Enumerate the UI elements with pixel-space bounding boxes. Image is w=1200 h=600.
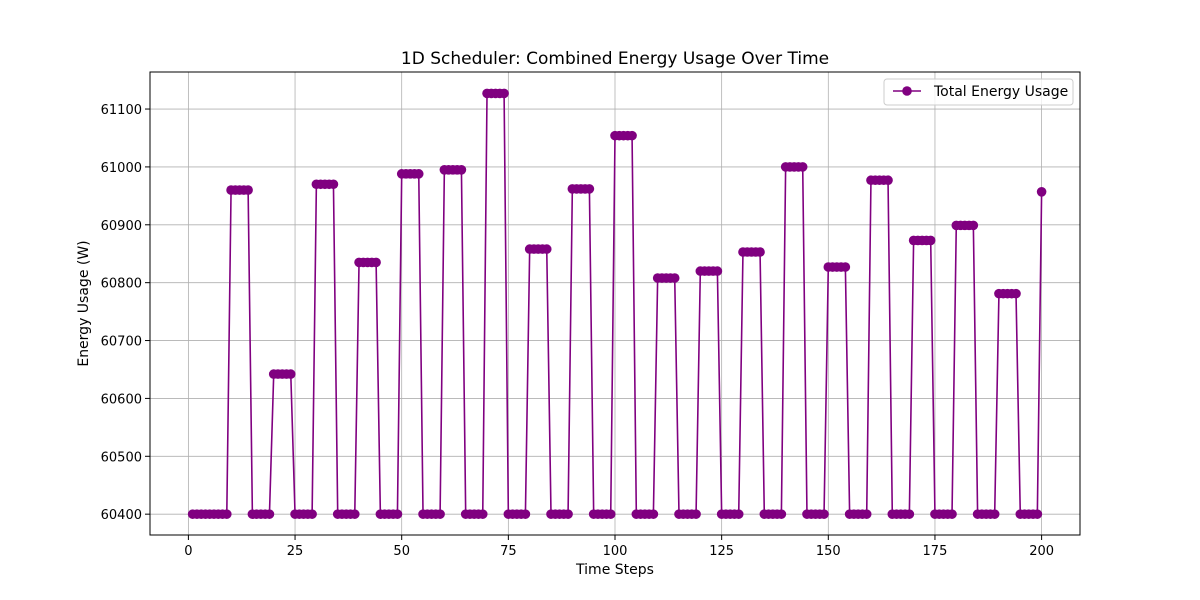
data-point [797,162,808,172]
y-tick-label: 60900 [101,219,142,234]
y-tick-label: 60400 [101,508,142,523]
data-point [733,509,744,519]
data-point [904,509,915,519]
data-point [520,509,531,519]
data-point [392,509,403,519]
x-tick-label: 75 [500,544,517,559]
data-point [1036,187,1047,197]
x-tick-label: 150 [816,544,841,559]
chart-title: 1D Scheduler: Combined Energy Usage Over… [401,49,829,69]
x-axis-ticks: 0 25 50 75 100 125 150 175 200 [184,535,1054,559]
data-point [499,88,509,99]
data-point [371,257,381,268]
data-point [925,235,936,246]
y-axis-ticks: 60400 60500 60600 60700 60800 60900 61000 61100 [101,103,150,523]
x-tick-label: 25 [287,544,304,559]
x-tick-label: 125 [709,544,734,559]
data-point [989,509,1000,519]
x-tick-label: 100 [603,544,628,559]
x-tick-label: 0 [184,544,192,559]
y-tick-label: 60500 [101,450,142,465]
data-point [456,165,467,175]
data-point [349,509,360,519]
x-tick-label: 50 [393,544,410,559]
data-point [328,179,339,190]
data-point [669,273,680,283]
y-axis-title: Energy Usage (W) [76,240,92,366]
x-tick-label: 200 [1029,544,1054,559]
data-point [883,175,893,186]
data-point [584,184,595,194]
data-point [264,509,275,519]
x-axis-title: Time Steps [575,562,654,578]
data-point [947,509,957,519]
y-tick-label: 60800 [101,277,142,292]
data-point [307,509,317,519]
legend: Total Energy Usage [883,78,1074,106]
data-point [605,509,616,519]
data-point [221,509,232,519]
data-point [285,369,296,379]
legend-box [883,78,1074,106]
data-point [968,220,979,231]
y-tick-label: 61100 [101,103,142,118]
data-point [1011,288,1021,299]
legend-marker-swatch [902,86,912,96]
data-point [840,262,851,272]
data-point [648,509,659,519]
data-point [541,244,552,254]
data-point [776,509,787,519]
data-point [1032,509,1043,519]
data-point [691,509,701,519]
data-point [243,185,253,195]
y-tick-label: 60600 [101,392,142,407]
y-tick-label: 60700 [101,335,142,350]
data-point [627,130,637,141]
y-tick-label: 61000 [101,161,142,176]
data-point [712,266,723,276]
x-tick-label: 175 [923,544,948,559]
data-point [755,247,765,257]
series-layer [187,88,1047,519]
legend-label: Total Energy Usage [933,84,1068,100]
data-point [413,169,424,179]
data-point [563,509,573,519]
data-point [819,509,829,519]
data-point [477,509,488,519]
data-point [435,509,445,519]
data-point [861,509,872,519]
